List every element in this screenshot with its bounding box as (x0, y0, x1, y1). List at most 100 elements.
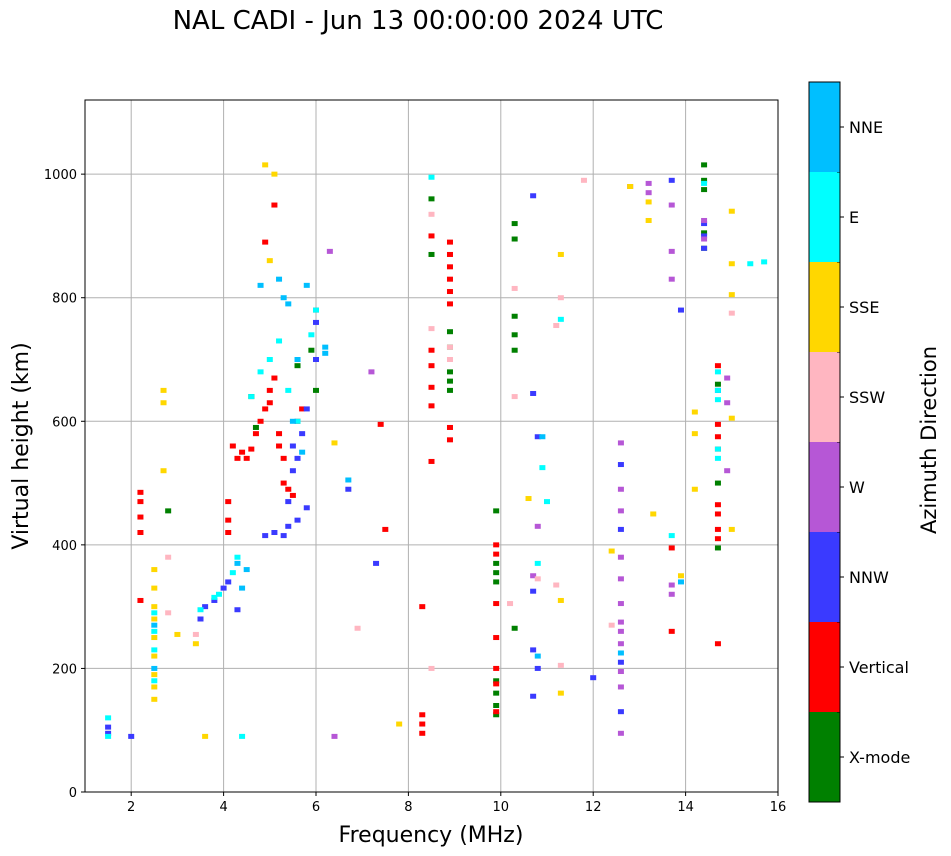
colorbar-tick-label: X-mode (849, 748, 910, 767)
data-point-e (105, 715, 112, 721)
data-point-x-mode (428, 251, 435, 257)
colorbar: X-mode Vertical NNW W SSW SSE E NNE (808, 81, 910, 803)
data-point-vertical (262, 406, 269, 412)
data-point-nnw (617, 659, 624, 665)
data-point-w (617, 601, 624, 607)
data-point-x-mode (493, 712, 500, 718)
colorbar-tick-label: NNE (849, 118, 883, 137)
colorbar-swatch (809, 172, 840, 262)
data-point-vertical (714, 434, 721, 440)
data-point-w (530, 573, 537, 579)
data-point-vertical (446, 289, 453, 295)
data-point-sse (262, 162, 269, 168)
data-point-ssw (557, 295, 564, 301)
data-point-e (285, 387, 292, 393)
data-point-x-mode (511, 236, 518, 242)
data-point-w (701, 217, 708, 223)
data-point-vertical (493, 542, 500, 548)
data-point-e (544, 499, 550, 505)
data-point-vertical (137, 530, 144, 535)
data-point-x-mode (714, 381, 721, 387)
data-point-nnw (285, 499, 292, 505)
data-point-x-mode (493, 678, 500, 684)
data-point-nne (280, 295, 287, 301)
data-point-e (266, 357, 273, 362)
data-point-e (308, 332, 315, 338)
data-point-vertical (280, 455, 287, 461)
x-axis-label: Frequency (MHz) (339, 823, 524, 848)
data-point-vertical (299, 406, 306, 412)
data-point-sse (151, 684, 158, 690)
data-point-x-mode (714, 545, 721, 551)
data-point-vertical (714, 363, 721, 369)
data-point-ssw (511, 285, 518, 291)
data-point-ssw (511, 394, 518, 400)
data-point-e (701, 180, 708, 186)
data-point-e (294, 418, 301, 424)
data-point-vertical (714, 526, 721, 532)
data-point-vertical (382, 526, 389, 532)
data-point-vertical (714, 511, 721, 517)
data-point-nnw (530, 193, 537, 199)
data-point-vertical (271, 375, 278, 381)
data-point-w (331, 733, 338, 739)
data-point-nne (677, 579, 684, 585)
data-point-sse (151, 567, 158, 573)
data-point-nne (294, 357, 301, 362)
data-point-sse (192, 641, 199, 647)
data-point-e (714, 455, 721, 461)
data-point-e (211, 594, 218, 600)
data-point-nnw (105, 724, 112, 730)
x-tick-label: 14 (677, 800, 694, 815)
y-tick-label: 400 (52, 539, 77, 554)
data-point-vertical (446, 264, 453, 270)
data-point-sse (160, 400, 167, 406)
data-point-vertical (262, 239, 269, 245)
colorbar-frame (808, 81, 841, 803)
data-point-nnw (345, 486, 352, 492)
data-point-vertical (428, 347, 435, 353)
data-point-w (668, 591, 675, 597)
data-point-w (617, 619, 624, 625)
data-point-nnw (313, 357, 319, 362)
data-point-w (617, 508, 624, 514)
data-point-e (539, 465, 546, 471)
data-point-ssw (165, 610, 172, 616)
data-point-w (701, 236, 708, 242)
data-point-w (668, 202, 675, 208)
data-point-x-mode (493, 690, 500, 696)
data-point-vertical (446, 239, 453, 245)
data-point-sse (557, 251, 564, 257)
data-point-sse (151, 653, 158, 659)
data-point-ssw (165, 554, 172, 560)
data-point-nnw (128, 733, 135, 739)
data-point-sse (677, 573, 684, 579)
data-point-nnw (285, 523, 292, 529)
data-point-vertical (229, 443, 236, 449)
data-point-e (151, 678, 158, 684)
colorbar-tick-label: W (849, 478, 865, 497)
data-point-vertical (137, 597, 144, 603)
data-point-nnw (303, 505, 310, 511)
data-point-vertical (276, 443, 283, 449)
data-point-nne (534, 653, 541, 659)
data-point-vertical (714, 421, 721, 427)
data-point-e (747, 261, 754, 267)
y-tick-label: 200 (52, 662, 77, 677)
colorbar-swatch (809, 262, 840, 352)
data-point-w (724, 375, 731, 381)
data-point-nnw (668, 177, 675, 183)
data-point-nnw (530, 647, 537, 653)
data-point-vertical (446, 301, 453, 307)
data-point-w (368, 369, 375, 375)
data-point-nne (234, 560, 241, 566)
data-point-x-mode (701, 177, 708, 183)
data-point-sse (728, 526, 735, 532)
data-point-sse (151, 672, 158, 678)
data-point-sse (557, 597, 564, 603)
colorbar-label: Azimuth Direction (917, 345, 941, 535)
data-point-vertical (234, 455, 241, 461)
data-point-vertical (714, 502, 721, 508)
data-point-sse (151, 696, 158, 702)
data-point-nne (289, 418, 296, 424)
